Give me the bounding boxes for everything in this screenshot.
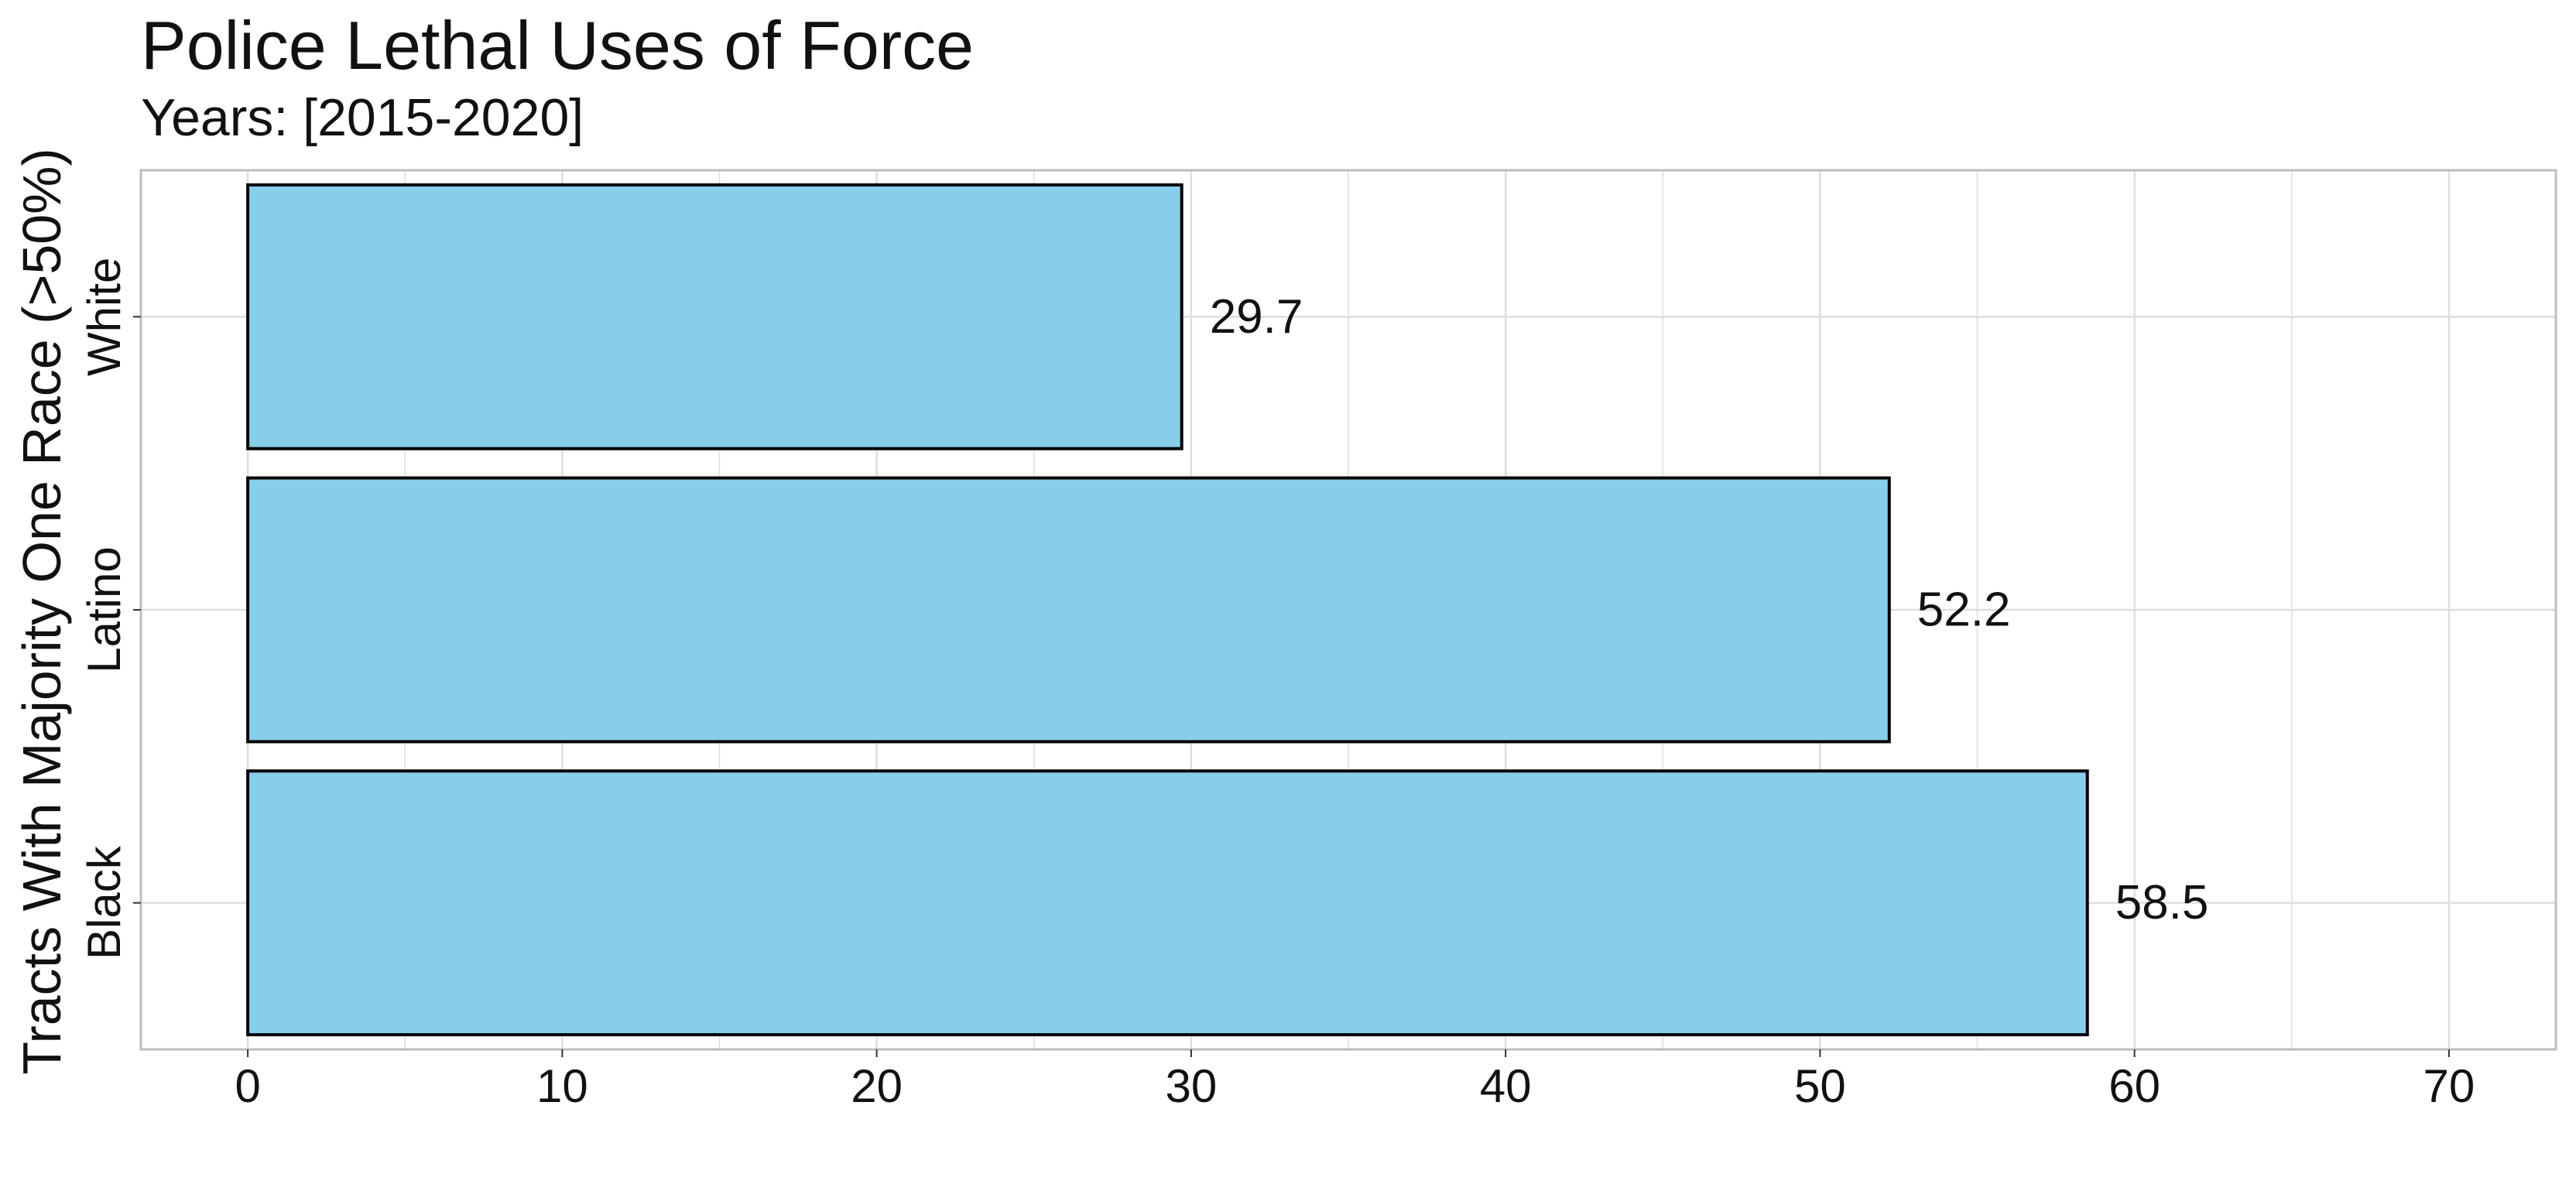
chart-subtitle: Years: [2015-2020]: [141, 88, 584, 147]
bar-white: [246, 183, 1184, 450]
data-label-latino: 52.2: [1917, 584, 2011, 637]
x-tick-label: 20: [851, 1060, 903, 1112]
x-axis: 0 10 20 30 40 50 60 70: [235, 1049, 2475, 1112]
y-axis: White Latino Black: [78, 258, 141, 960]
x-tick-label: 40: [1480, 1060, 1532, 1112]
x-tick-label: 50: [1794, 1060, 1846, 1112]
data-label-black: 58.5: [2115, 876, 2209, 929]
x-tick-label: 10: [536, 1060, 588, 1112]
y-tick-label: Latino: [78, 546, 130, 673]
x-tick-label: 30: [1166, 1060, 1218, 1112]
x-tick-label: 60: [2108, 1060, 2160, 1112]
y-tick-label: Black: [78, 845, 130, 960]
data-label-white: 29.7: [1210, 290, 1303, 344]
y-tick-label: White: [78, 258, 130, 376]
chart-title: Police Lethal Uses of Force: [141, 7, 975, 84]
x-tick-label: 0: [235, 1060, 260, 1112]
y-axis-label: Tracts With Majority One Race (>50%): [12, 148, 72, 1074]
bar-black: [246, 769, 2089, 1037]
bars: [246, 183, 2089, 1037]
data-labels: 29.7 52.2 58.5: [1210, 290, 2209, 929]
x-tick-label: 70: [2424, 1060, 2475, 1112]
bar-latino: [246, 476, 1891, 744]
